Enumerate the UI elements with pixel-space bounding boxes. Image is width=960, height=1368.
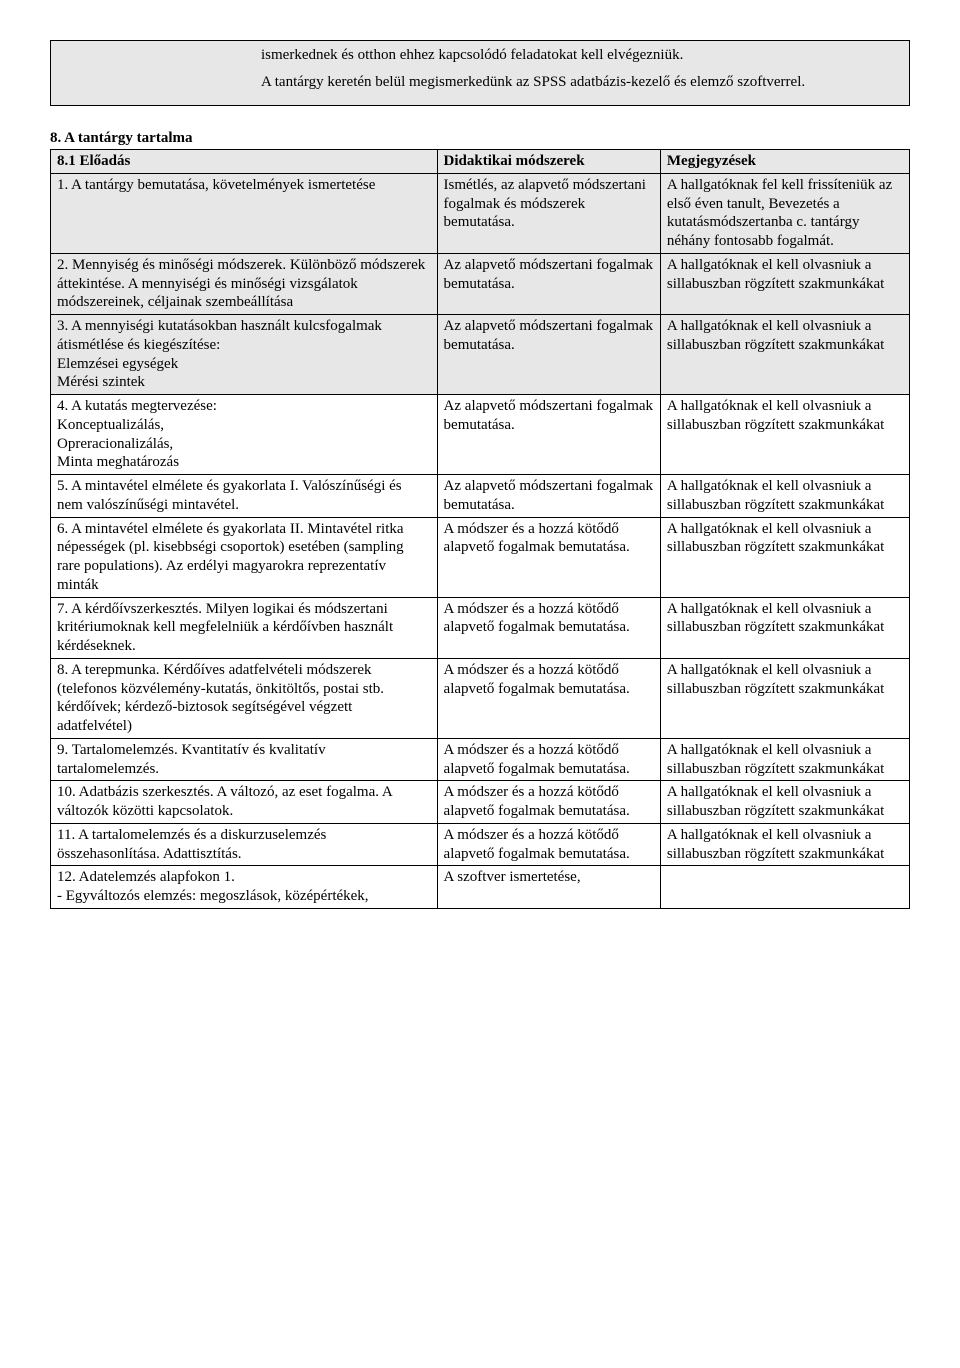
row-9-topic: 9. Tartalomelemzés. Kvantitatív és kvali…: [51, 738, 438, 781]
row-1-note: A hallgatóknak fel kell frissíteniük az …: [660, 173, 909, 253]
row-5-method: Az alapvető módszertani fogalmak bemutat…: [437, 475, 660, 518]
row-1-topic: 1. A tantárgy bemutatása, követelmények …: [51, 173, 438, 253]
intro-box: ismerkednek és otthon ehhez kapcsolódó f…: [50, 40, 910, 106]
row-5-note: A hallgatóknak el kell olvasniuk a silla…: [660, 475, 909, 518]
row-5-topic: 5. A mintavétel elmélete és gyakorlata I…: [51, 475, 438, 518]
row-4-note: A hallgatóknak el kell olvasniuk a silla…: [660, 395, 909, 475]
row-11-note: A hallgatóknak el kell olvasniuk a silla…: [660, 823, 909, 866]
row-6-topic: 6. A mintavétel elmélete és gyakorlata I…: [51, 517, 438, 597]
row-9-method: A módszer és a hozzá kötődő alapvető fog…: [437, 738, 660, 781]
row-11-method: A módszer és a hozzá kötődő alapvető fog…: [437, 823, 660, 866]
row-6-method: A módszer és a hozzá kötődő alapvető fog…: [437, 517, 660, 597]
col-header-3: Megjegyzések: [660, 150, 909, 174]
row-4-topic: 4. A kutatás megtervezése:Konceptualizál…: [51, 395, 438, 475]
intro-inner: ismerkednek és otthon ehhez kapcsolódó f…: [261, 47, 899, 91]
intro-p1: ismerkednek és otthon ehhez kapcsolódó f…: [261, 47, 899, 64]
row-3-note: A hallgatóknak el kell olvasniuk a silla…: [660, 315, 909, 395]
row-10-note: A hallgatóknak el kell olvasniuk a silla…: [660, 781, 909, 824]
row-3-method: Az alapvető módszertani fogalmak bemutat…: [437, 315, 660, 395]
row-12-method: A szoftver ismertetése,: [437, 866, 660, 909]
row-2-method: Az alapvető módszertani fogalmak bemutat…: [437, 253, 660, 314]
row-2-note: A hallgatóknak el kell olvasniuk a silla…: [660, 253, 909, 314]
row-7-note: A hallgatóknak el kell olvasniuk a silla…: [660, 597, 909, 658]
row-8-topic: 8. A terepmunka. Kérdőíves adatfelvételi…: [51, 658, 438, 738]
row-9-note: A hallgatóknak el kell olvasniuk a silla…: [660, 738, 909, 781]
row-3-topic: 3. A mennyiségi kutatásokban használt ku…: [51, 315, 438, 395]
row-4-method: Az alapvető módszertani fogalmak bemutat…: [437, 395, 660, 475]
row-8-note: A hallgatóknak el kell olvasniuk a silla…: [660, 658, 909, 738]
row-12-note: [660, 866, 909, 909]
row-12-topic: 12. Adatelemzés alapfokon 1.- Egyváltozó…: [51, 866, 438, 909]
row-11-topic: 11. A tartalomelemzés és a diskurzuselem…: [51, 823, 438, 866]
content-table: 8.1 Előadás Didaktikai módszerek Megjegy…: [50, 149, 910, 909]
row-2-topic: 2. Mennyiség és minőségi módszerek. Külö…: [51, 253, 438, 314]
row-10-topic: 10. Adatbázis szerkesztés. A változó, az…: [51, 781, 438, 824]
col-header-1: 8.1 Előadás: [51, 150, 438, 174]
intro-p2: A tantárgy keretén belül megismerkedünk …: [261, 74, 899, 91]
row-6-note: A hallgatóknak el kell olvasniuk a silla…: [660, 517, 909, 597]
row-10-method: A módszer és a hozzá kötődő alapvető fog…: [437, 781, 660, 824]
row-8-method: A módszer és a hozzá kötődő alapvető fog…: [437, 658, 660, 738]
section-title: 8. A tantárgy tartalma: [50, 130, 910, 147]
row-1-method: Ismétlés, az alapvető módszertani fogalm…: [437, 173, 660, 253]
row-7-method: A módszer és a hozzá kötődő alapvető fog…: [437, 597, 660, 658]
row-7-topic: 7. A kérdőívszerkesztés. Milyen logikai …: [51, 597, 438, 658]
col-header-2: Didaktikai módszerek: [437, 150, 660, 174]
